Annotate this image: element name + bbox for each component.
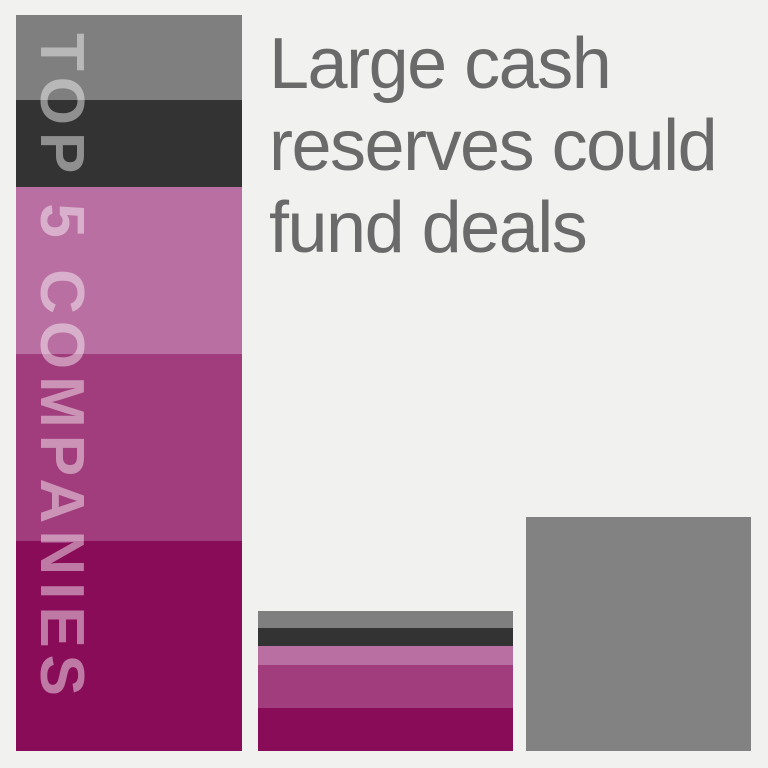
- bar-middle-small-stack: [258, 611, 513, 751]
- bar-right-gray-bar: [526, 517, 751, 751]
- chart-title-line-1: Large cash: [269, 24, 612, 104]
- chart-title-line-2: reserves could: [269, 106, 718, 186]
- segment-top5-companies-light-pink: [16, 187, 242, 354]
- chart-title-line-3: fund deals: [269, 188, 588, 268]
- segment-middle-small-stack-dark-magenta: [258, 708, 513, 751]
- segment-middle-small-stack-dark-gray: [258, 628, 513, 646]
- chart-title: Large cash reserves could fund deals: [269, 23, 718, 269]
- top5-companies-label: TOP 5 COMPANIES: [27, 33, 96, 704]
- segment-top5-companies-gray: [16, 15, 242, 100]
- segment-middle-small-stack-medium-magenta: [258, 665, 513, 708]
- bar-top5-companies: [16, 15, 242, 751]
- segment-right-gray-bar-gray: [526, 517, 751, 751]
- segment-middle-small-stack-gray: [258, 611, 513, 628]
- segment-middle-small-stack-light-pink: [258, 646, 513, 665]
- segment-top5-companies-dark-magenta: [16, 541, 242, 751]
- segment-top5-companies-dark-gray: [16, 100, 242, 187]
- segment-top5-companies-medium-magenta: [16, 354, 242, 541]
